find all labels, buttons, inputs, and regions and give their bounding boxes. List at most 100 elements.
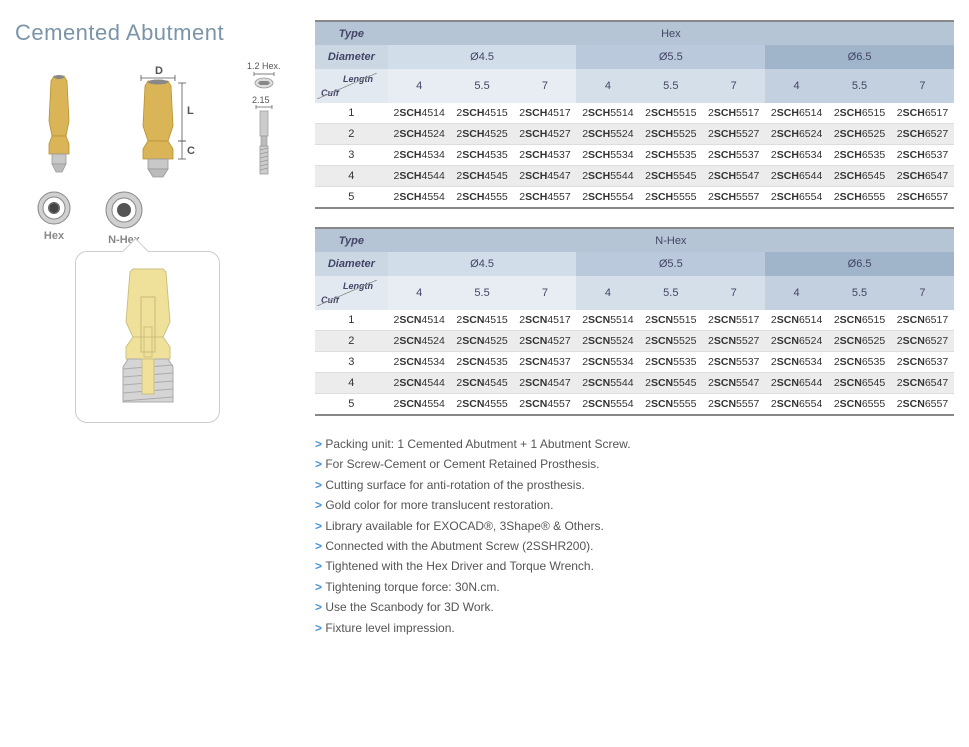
product-code: 2SCN6515 — [828, 310, 891, 331]
product-code: 2SCN6554 — [765, 394, 828, 416]
product-code: 2SCH6554 — [765, 187, 828, 209]
screw-image: 1.2 Hex. 2.15 — [247, 61, 281, 181]
table-row: 52SCH45542SCH45552SCH45572SCH55542SCH555… — [315, 187, 954, 209]
product-code: 2SCH4517 — [514, 103, 577, 124]
product-code: 2SCN4527 — [514, 331, 577, 352]
length-value: 7 — [702, 69, 765, 103]
product-code: 2SCH5524 — [576, 124, 639, 145]
table-row: 22SCN45242SCN45252SCN45272SCN55242SCN552… — [315, 331, 954, 352]
cuff-cell: 1 — [315, 310, 388, 331]
product-code: 2SCN4517 — [514, 310, 577, 331]
product-code: 2SCH4554 — [388, 187, 451, 209]
length-value: 4 — [765, 276, 828, 310]
note-item: Gold color for more translucent restorat… — [315, 495, 954, 515]
product-code: 2SCH4535 — [451, 145, 514, 166]
product-code: 2SCN4537 — [514, 352, 577, 373]
cuff-cell: 1 — [315, 103, 388, 124]
length-value: 5.5 — [451, 276, 514, 310]
cross-section-icon — [98, 267, 198, 407]
cuff-cell: 5 — [315, 394, 388, 416]
length-value: 5.5 — [828, 276, 891, 310]
product-code: 2SCN5517 — [702, 310, 765, 331]
product-code: 2SCH4537 — [514, 145, 577, 166]
product-code: 2SCH5535 — [639, 145, 702, 166]
product-code: 2SCN4545 — [451, 373, 514, 394]
product-code: 2SCN5537 — [702, 352, 765, 373]
product-code: 2SCN4544 — [388, 373, 451, 394]
table-row: 22SCH45242SCH45252SCH45272SCH55242SCH552… — [315, 124, 954, 145]
product-code: 2SCH6544 — [765, 166, 828, 187]
note-item: Tightening torque force: 30N.cm. — [315, 577, 954, 597]
product-code: 2SCH6535 — [828, 145, 891, 166]
product-code: 2SCN6534 — [765, 352, 828, 373]
product-table: TypeN-HexDiameterØ4.5Ø5.5Ø6.5LengthCuff4… — [315, 227, 954, 416]
product-code: 2SCH5557 — [702, 187, 765, 209]
product-code: 2SCH4534 — [388, 145, 451, 166]
product-code: 2SCH4515 — [451, 103, 514, 124]
product-code: 2SCN5555 — [639, 394, 702, 416]
svg-text:C: C — [187, 145, 195, 157]
note-item: Use the Scanbody for 3D Work. — [315, 597, 954, 617]
product-code: 2SCN6514 — [765, 310, 828, 331]
note-item: Tightened with the Hex Driver and Torque… — [315, 556, 954, 576]
diameter-value: Ø5.5 — [576, 45, 765, 69]
product-code: 2SCH6555 — [828, 187, 891, 209]
nhex-ring-icon — [103, 189, 145, 231]
product-code: 2SCN4554 — [388, 394, 451, 416]
length-value: 5.5 — [639, 276, 702, 310]
product-code: 2SCH5545 — [639, 166, 702, 187]
product-code: 2SCH5544 — [576, 166, 639, 187]
product-code: 2SCN5535 — [639, 352, 702, 373]
abutment-hex-icon — [34, 66, 84, 176]
product-code: 2SCH4525 — [451, 124, 514, 145]
type-value: N-Hex — [388, 228, 954, 252]
length-value: 4 — [576, 276, 639, 310]
product-code: 2SCH6537 — [891, 145, 954, 166]
product-code: 2SCH4514 — [388, 103, 451, 124]
screw-hex-label: 1.2 Hex. — [247, 61, 281, 71]
type-value: Hex — [388, 21, 954, 45]
length-value: 7 — [891, 276, 954, 310]
product-code: 2SCN6527 — [891, 331, 954, 352]
cuff-cell: 5 — [315, 187, 388, 209]
product-code: 2SCH5555 — [639, 187, 702, 209]
product-code: 2SCN5525 — [639, 331, 702, 352]
note-item: Cutting surface for anti-rotation of the… — [315, 475, 954, 495]
product-code: 2SCN4557 — [514, 394, 577, 416]
cuff-cell: 2 — [315, 331, 388, 352]
product-code: 2SCH6515 — [828, 103, 891, 124]
product-code: 2SCN4534 — [388, 352, 451, 373]
product-code: 2SCN4515 — [451, 310, 514, 331]
product-code: 2SCN4514 — [388, 310, 451, 331]
product-code: 2SCH5517 — [702, 103, 765, 124]
length-value: 5.5 — [639, 69, 702, 103]
product-code: 2SCN4535 — [451, 352, 514, 373]
hex-ring: Hex — [35, 189, 73, 246]
product-code: 2SCH4544 — [388, 166, 451, 187]
product-code: 2SCN4525 — [451, 331, 514, 352]
product-code: 2SCN6535 — [828, 352, 891, 373]
product-code: 2SCH4527 — [514, 124, 577, 145]
product-code: 2SCH5525 — [639, 124, 702, 145]
product-code: 2SCH4557 — [514, 187, 577, 209]
product-code: 2SCH6534 — [765, 145, 828, 166]
diameter-header: Diameter — [315, 252, 388, 276]
product-table: TypeHexDiameterØ4.5Ø5.5Ø6.5LengthCuff45.… — [315, 20, 954, 209]
table-row: 42SCH45442SCH45452SCH45472SCH55442SCH554… — [315, 166, 954, 187]
product-code: 2SCH6525 — [828, 124, 891, 145]
product-code: 2SCN6524 — [765, 331, 828, 352]
product-code: 2SCN5545 — [639, 373, 702, 394]
product-code: 2SCH5514 — [576, 103, 639, 124]
product-code: 2SCH5554 — [576, 187, 639, 209]
product-code: 2SCH5547 — [702, 166, 765, 187]
product-code: 2SCN6557 — [891, 394, 954, 416]
product-code: 2SCN6517 — [891, 310, 954, 331]
length-value: 7 — [514, 276, 577, 310]
svg-text:2.15: 2.15 — [252, 95, 270, 105]
notes-list: Packing unit: 1 Cemented Abutment + 1 Ab… — [315, 434, 954, 638]
product-images: D L C — [15, 66, 300, 181]
cuff-cell: 2 — [315, 124, 388, 145]
nhex-abutment-image: D L C — [123, 66, 208, 181]
product-code: 2SCH5534 — [576, 145, 639, 166]
product-code: 2SCH4545 — [451, 166, 514, 187]
